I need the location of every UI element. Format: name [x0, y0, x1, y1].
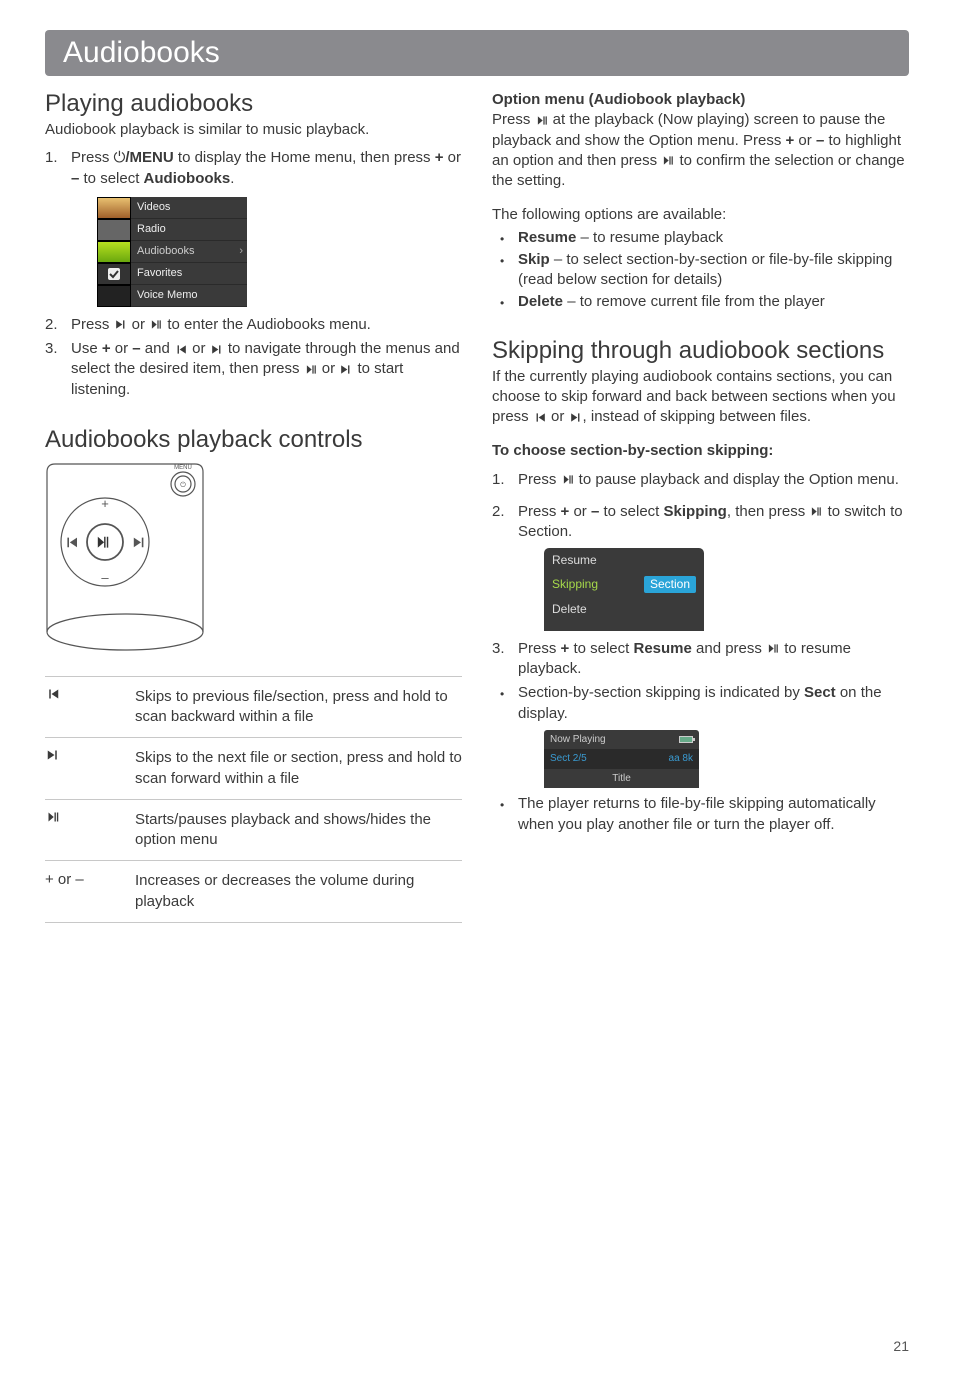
sect-indicator-list: Section-by-section skipping is indicated… [492, 683, 909, 835]
control-desc: Starts/pauses playback and shows/hides t… [135, 810, 462, 851]
opt-row: Delete [544, 597, 704, 621]
skipping-intro: If the currently playing audiobook conta… [492, 367, 909, 428]
control-desc: Skips to the next file or section, press… [135, 748, 462, 789]
voice-thumb-icon [97, 285, 131, 307]
playing-heading: Playing audiobooks [45, 90, 462, 118]
controls-heading: Audiobooks playback controls [45, 426, 462, 454]
options-available: The following options are available: [492, 205, 909, 225]
np-status: Sect 2/5aa 8k [544, 749, 699, 769]
option-menu-heading: Option menu (Audiobook playback) [492, 90, 909, 110]
controls-table: Skips to previous file/section, press an… [45, 676, 462, 923]
page-number: 21 [893, 1338, 909, 1354]
home-menu-screenshot: Videos Radio Audiobooks› Favorites Voice… [97, 197, 247, 307]
list-item: Section-by-section skipping is indicated… [492, 683, 909, 788]
next-icon [569, 412, 583, 423]
choose-step-3: Press + to select Resume and press to re… [492, 639, 909, 680]
menu-label: Voice Memo [131, 285, 247, 307]
next-icon [339, 364, 353, 375]
play-pause-icon [809, 506, 823, 517]
choose-heading: To choose section-by-section skipping: [492, 441, 909, 461]
step-2: Press or to enter the Audiobooks menu. [45, 315, 462, 335]
page-title: Audiobooks [63, 36, 891, 70]
choose-steps: Press to pause playback and display the … [492, 470, 909, 490]
volume-key: + or – [45, 871, 115, 912]
now-playing-screenshot: Now Playing Sect 2/5aa 8k Title [544, 730, 699, 789]
choose-steps-3: Press + to select Resume and press to re… [492, 639, 909, 680]
list-item: Skip – to select section-by-section or f… [492, 250, 909, 291]
two-column-layout: Playing audiobooks Audiobook playback is… [45, 90, 909, 923]
table-row: + or – Increases or decreases the volume… [45, 860, 462, 923]
play-pause-icon [149, 319, 163, 330]
option-menu-para: Press at the playback (Now playing) scre… [492, 110, 909, 191]
prev-icon [45, 687, 115, 728]
audiobooks-thumb-icon [97, 241, 131, 263]
prev-icon [533, 412, 547, 423]
device-diagram: ⏻ MENU + – [45, 462, 462, 652]
menu-row: Videos [97, 197, 247, 219]
menu-row-selected: Audiobooks› [97, 241, 247, 263]
choose-steps-2: Press + or – to select Skipping, then pr… [492, 502, 909, 631]
play-pause-icon [561, 474, 575, 485]
next-icon [210, 344, 224, 355]
opt-row-selected: SkippingSection [544, 572, 704, 596]
videos-thumb-icon [97, 197, 131, 219]
radio-thumb-icon [97, 219, 131, 241]
choose-step-1: Press to pause playback and display the … [492, 470, 909, 490]
svg-text:–: – [101, 570, 109, 585]
svg-text:+: + [101, 496, 109, 511]
opt-row: Resume [544, 548, 704, 572]
menu-row: Voice Memo [97, 285, 247, 307]
next-icon [114, 319, 128, 330]
play-pause-icon [766, 643, 780, 654]
options-list: Resume – to resume playback Skip – to se… [492, 228, 909, 313]
menu-row: Radio [97, 219, 247, 241]
play-pause-icon [661, 155, 675, 166]
favorites-thumb-icon [97, 263, 131, 285]
device-svg: ⏻ MENU + – [45, 462, 205, 652]
next-icon [45, 748, 115, 789]
menu-label: Favorites [131, 263, 247, 285]
prev-icon [174, 344, 188, 355]
np-header: Now Playing [544, 730, 699, 750]
page-title-bar: Audiobooks [45, 30, 909, 76]
list-item: Delete – to remove current file from the… [492, 292, 909, 312]
step-3: Use + or – and or to navigate through th… [45, 339, 462, 400]
choose-step-2: Press + or – to select Skipping, then pr… [492, 502, 909, 631]
play-pause-icon [304, 364, 318, 375]
play-pause-icon [535, 115, 549, 126]
control-desc: Skips to previous file/section, press an… [135, 687, 462, 728]
list-item: Resume – to resume playback [492, 228, 909, 248]
right-column: Option menu (Audiobook playback) Press a… [492, 90, 909, 923]
control-desc: Increases or decreases the volume during… [135, 871, 462, 912]
option-menu-screenshot: Resume SkippingSection Delete [544, 548, 704, 631]
svg-text:⏻: ⏻ [180, 481, 186, 489]
np-title: Title [544, 769, 699, 789]
menu-label: Radio [131, 219, 247, 241]
skipping-heading: Skipping through audiobook sections [492, 337, 909, 365]
table-row: Skips to the next file or section, press… [45, 737, 462, 799]
battery-icon [679, 736, 693, 743]
step-1: Press ⏻/MENU to display the Home menu, t… [45, 148, 462, 307]
playing-intro: Audiobook playback is similar to music p… [45, 120, 462, 140]
list-item: The player returns to file-by-file skipp… [492, 794, 909, 835]
menu-label: Videos [131, 197, 247, 219]
playing-steps: Press ⏻/MENU to display the Home menu, t… [45, 148, 462, 400]
menu-label: Audiobooks› [131, 241, 247, 263]
table-row: Skips to previous file/section, press an… [45, 676, 462, 738]
menu-label-text: MENU [174, 465, 192, 471]
menu-row: Favorites [97, 263, 247, 285]
table-row: Starts/pauses playback and shows/hides t… [45, 799, 462, 861]
play-pause-icon [45, 810, 115, 851]
left-column: Playing audiobooks Audiobook playback is… [45, 90, 462, 923]
chevron-right-icon: › [239, 244, 243, 259]
power-icon: ⏻ [114, 148, 126, 168]
